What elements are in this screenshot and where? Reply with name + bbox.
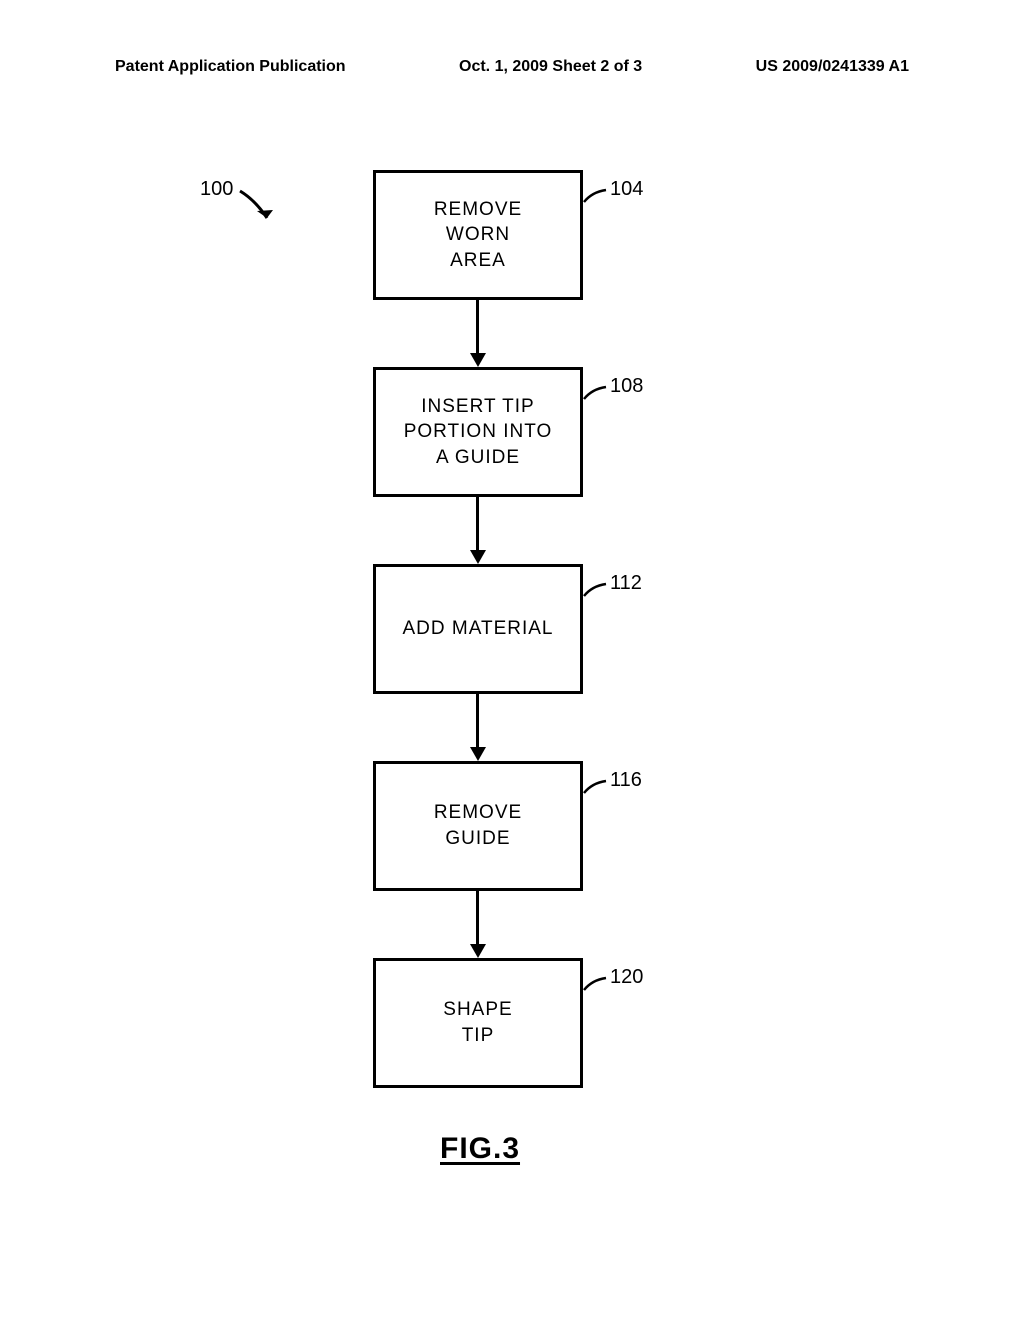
flowchart-node-add-material: ADD MATERIAL — [373, 564, 583, 694]
ref-leader-112 — [582, 580, 612, 600]
flowchart-diagram: 100 REMOVE WORN AREA 104 INSERT TIP PORT… — [0, 170, 1024, 1170]
arrow-head-icon — [470, 944, 486, 958]
header-publication-number: US 2009/0241339 A1 — [756, 58, 909, 76]
ref-label-116: 116 — [610, 769, 642, 792]
node-text: INSERT TIP PORTION INTO A GUIDE — [404, 394, 553, 471]
node-text: SHAPE TIP — [443, 997, 512, 1048]
ref-label-104: 104 — [610, 178, 643, 201]
node-text: REMOVE GUIDE — [434, 800, 522, 851]
arrow-connector — [476, 300, 479, 353]
ref-label-108: 108 — [610, 375, 643, 398]
arrow-connector — [476, 497, 479, 550]
arrow-head-icon — [470, 550, 486, 564]
ref-100-arrow-icon — [237, 188, 292, 238]
ref-label-120: 120 — [610, 966, 643, 989]
flowchart-node-insert-tip: INSERT TIP PORTION INTO A GUIDE — [373, 367, 583, 497]
arrow-head-icon — [470, 747, 486, 761]
node-text: REMOVE WORN AREA — [434, 197, 522, 274]
ref-label-100: 100 — [200, 178, 233, 201]
flowchart-node-remove-worn-area: REMOVE WORN AREA — [373, 170, 583, 300]
arrow-head-icon — [470, 353, 486, 367]
ref-leader-116 — [582, 777, 612, 797]
flowchart-node-shape-tip: SHAPE TIP — [373, 958, 583, 1088]
arrow-connector — [476, 891, 479, 944]
ref-leader-120 — [582, 974, 612, 994]
figure-label: FIG.3 — [440, 1132, 520, 1166]
ref-leader-108 — [582, 383, 612, 403]
header-publication-type: Patent Application Publication — [115, 58, 346, 76]
header-date-sheet: Oct. 1, 2009 Sheet 2 of 3 — [459, 58, 642, 76]
node-text: ADD MATERIAL — [402, 616, 553, 642]
arrow-connector — [476, 694, 479, 747]
ref-leader-104 — [582, 186, 612, 206]
page-header: Patent Application Publication Oct. 1, 2… — [0, 58, 1024, 76]
ref-label-112: 112 — [610, 572, 642, 595]
flowchart-node-remove-guide: REMOVE GUIDE — [373, 761, 583, 891]
